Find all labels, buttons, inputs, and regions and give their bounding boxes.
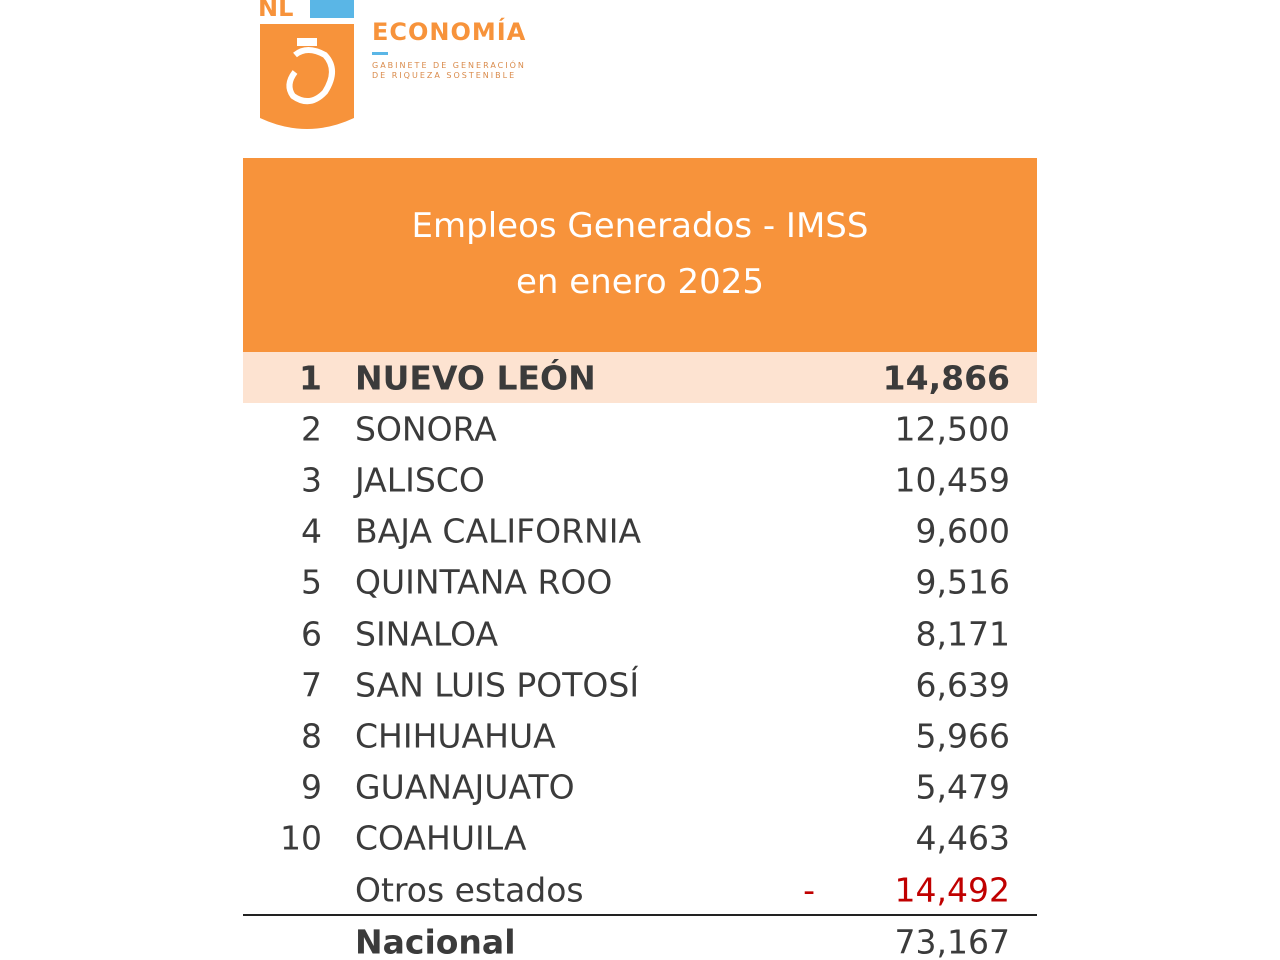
state-name: SAN LUIS POTOSÍ bbox=[355, 665, 640, 705]
rank: 6 bbox=[301, 614, 322, 653]
others-label: Otros estados bbox=[355, 870, 584, 909]
jobs-value: 10,459 bbox=[894, 460, 1010, 500]
table-header: Empleos Generados - IMSS en enero 2025 bbox=[243, 158, 1037, 352]
table-row: 2 SONORA 12,500 bbox=[243, 403, 1037, 454]
table-row: 8 CHIHUAHUA 5,966 bbox=[243, 710, 1037, 761]
table-row: 1 NUEVO LEÓN 14,866 bbox=[243, 352, 1037, 403]
header-title: en enero 2025 bbox=[515, 262, 765, 302]
jobs-value: 8,171 bbox=[915, 614, 1010, 653]
rank: 9 bbox=[301, 767, 322, 807]
total-label: Nacional bbox=[355, 922, 516, 960]
table-row: 6 SINALOA 8,171 bbox=[243, 608, 1037, 659]
jobs-value: 5,479 bbox=[915, 767, 1010, 807]
state-name: COAHUILA bbox=[355, 818, 527, 858]
logo-tagline: DE RIQUEZA SOSTENIBLE bbox=[372, 71, 517, 80]
jobs-value: 5,966 bbox=[915, 716, 1010, 756]
state-name: GUANAJUATO bbox=[355, 767, 575, 807]
state-name: SONORA bbox=[355, 409, 497, 449]
state-name: NUEVO LEÓN bbox=[355, 358, 596, 397]
table-row: 4 BAJA CALIFORNIA 9,600 bbox=[243, 506, 1037, 557]
rank: 8 bbox=[301, 716, 322, 756]
jobs-value: 4,463 bbox=[915, 818, 1010, 858]
header-title: Empleos Generados - IMSS bbox=[411, 206, 869, 246]
rank: 7 bbox=[301, 665, 322, 705]
logo-tagline: GABINETE DE GENERACIÓN bbox=[372, 61, 526, 70]
table-row: 7 SAN LUIS POTOSÍ 6,639 bbox=[243, 659, 1037, 710]
rank: 5 bbox=[301, 562, 322, 602]
rank: 4 bbox=[301, 511, 322, 551]
state-name: CHIHUAHUA bbox=[355, 716, 556, 756]
rank: 10 bbox=[280, 818, 322, 858]
others-row: Otros estados - 14,492 bbox=[243, 864, 1037, 915]
table-row: 10 COAHUILA 4,463 bbox=[243, 813, 1037, 864]
others-sign: - bbox=[803, 870, 815, 909]
logo-name: ECONOMÍA bbox=[372, 18, 527, 46]
logo-shield bbox=[260, 0, 354, 129]
jobs-value: 9,516 bbox=[915, 562, 1010, 602]
state-name: QUINTANA ROO bbox=[355, 562, 613, 602]
state-name: SINALOA bbox=[355, 614, 499, 653]
state-name: JALISCO bbox=[355, 460, 485, 500]
total-rule bbox=[243, 914, 1037, 916]
logo-badge: NL bbox=[258, 0, 294, 22]
jobs-value: 12,500 bbox=[894, 409, 1010, 449]
rank: 3 bbox=[301, 460, 322, 500]
rank: 1 bbox=[299, 358, 322, 397]
table-row: 9 GUANAJUATO 5,479 bbox=[243, 762, 1037, 813]
logo-dash bbox=[372, 52, 388, 55]
rank: 2 bbox=[301, 409, 322, 449]
state-name: BAJA CALIFORNIA bbox=[355, 511, 642, 551]
jobs-value: 14,866 bbox=[882, 358, 1010, 397]
total-value: 73,167 bbox=[894, 922, 1010, 960]
others-value: 14,492 bbox=[894, 870, 1010, 909]
jobs-value: 6,639 bbox=[915, 665, 1010, 705]
total-row: Nacional 73,167 bbox=[243, 916, 1037, 960]
table-row: 3 JALISCO 10,459 bbox=[243, 454, 1037, 505]
table-row: 5 QUINTANA ROO 9,516 bbox=[243, 557, 1037, 608]
jobs-value: 9,600 bbox=[915, 511, 1010, 551]
